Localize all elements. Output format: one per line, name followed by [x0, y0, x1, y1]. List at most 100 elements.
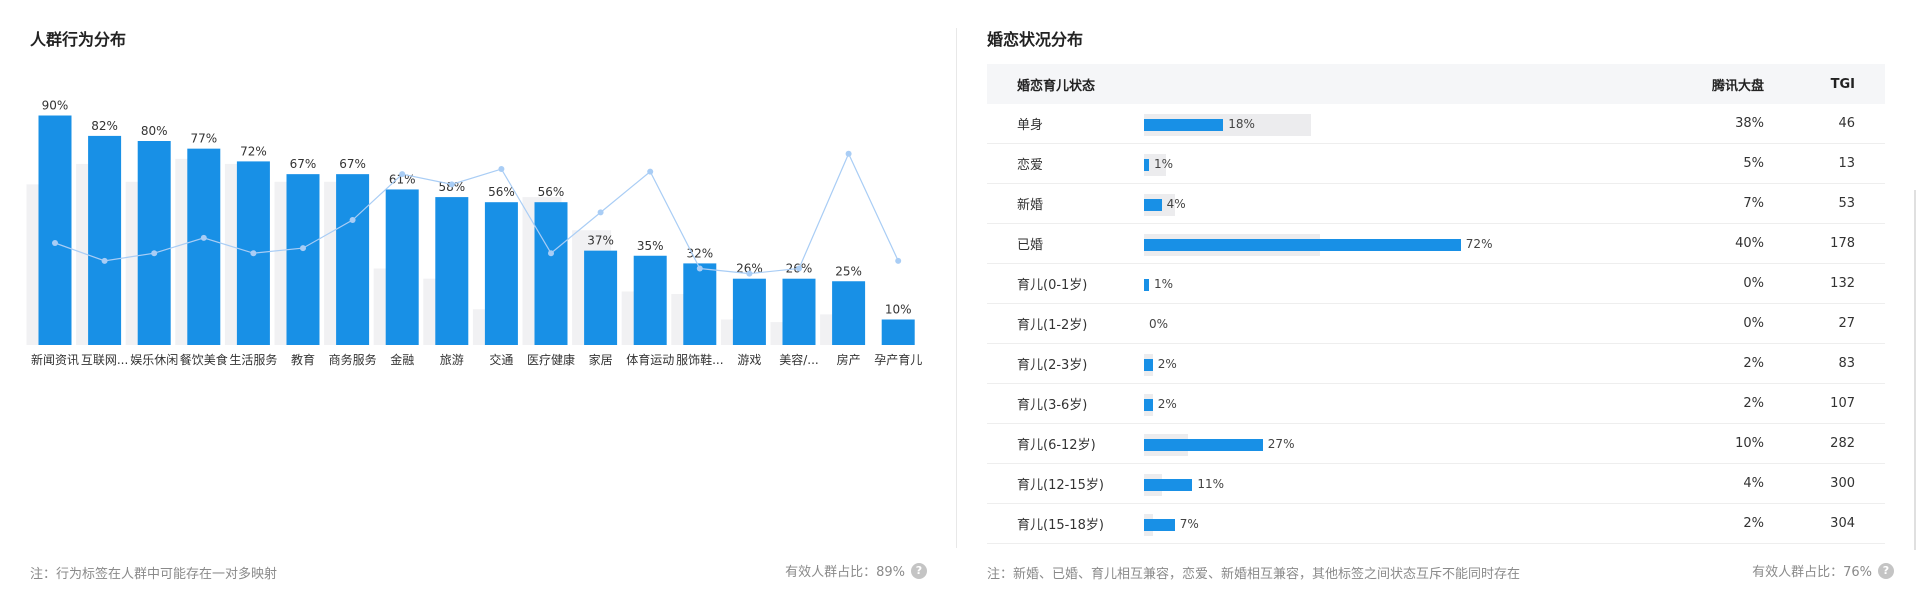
marriage-table: 婚恋育儿状态 腾讯大盘 TGI 单身 18% 38% 46 恋爱 1% 5% 13 新婚 4% 7%… [987, 64, 1885, 544]
bar-value-label: 37% [587, 234, 614, 248]
marriage-panel-title: 婚恋状况分布 [987, 26, 1083, 50]
line-point [796, 266, 802, 272]
table-row: 新婚 4% 7% 53 [987, 184, 1885, 224]
row-market: 2% [1614, 356, 1764, 371]
value-bar [1144, 479, 1192, 491]
row-bar: 1% [1144, 144, 1614, 184]
chart-bar [435, 197, 468, 345]
chart-bar [187, 149, 220, 345]
value-bar [1144, 119, 1223, 131]
marriage-valid-ratio: 有效人群占比：76% ? [1752, 561, 1894, 580]
x-tick-label: 互联网... [81, 353, 128, 367]
line-point [548, 250, 554, 256]
row-value: 1% [1154, 157, 1173, 171]
table-row: 恋爱 1% 5% 13 [987, 144, 1885, 184]
x-tick-label: 商务服务 [329, 352, 377, 367]
row-value: 72% [1466, 237, 1493, 251]
row-bar: 72% [1144, 224, 1614, 264]
chart-bar [485, 202, 518, 345]
row-value: 2% [1158, 357, 1177, 371]
row-tgi: 27 [1764, 316, 1885, 331]
row-bar: 7% [1144, 504, 1614, 544]
row-market: 10% [1614, 436, 1764, 451]
line-point [647, 169, 653, 175]
x-tick-label: 游戏 [737, 353, 761, 367]
line-point [250, 250, 256, 256]
row-value: 1% [1154, 277, 1173, 291]
behavior-bar-chart: 90% 新闻资讯 82% 互联网... 80% 娱乐休闲 77% 餐饮美食 72% 生活服务 67%… [0, 60, 955, 380]
chart-bar [783, 279, 816, 345]
row-value: 18% [1228, 117, 1255, 131]
value-bar [1144, 279, 1149, 291]
table-row: 育儿(12-15岁) 11% 4% 300 [987, 464, 1885, 504]
x-tick-label: 美容/... [779, 352, 819, 367]
chart-bar [634, 256, 667, 345]
row-market: 5% [1614, 156, 1764, 171]
x-tick-label: 教育 [291, 352, 315, 367]
line-point [746, 271, 752, 277]
x-tick-label: 旅游 [440, 353, 464, 367]
row-market: 0% [1614, 276, 1764, 291]
header-market: 腾讯大盘 [1614, 75, 1764, 94]
table-row: 育儿(6-12岁) 27% 10% 282 [987, 424, 1885, 464]
chart-bar [683, 263, 716, 345]
row-market: 4% [1614, 476, 1764, 491]
line-point [498, 166, 504, 172]
behavior-note: 注：行为标签在人群中可能存在一对多映射 [30, 563, 277, 582]
chart-bar [39, 116, 72, 346]
row-value: 2% [1158, 397, 1177, 411]
marriage-panel: 婚恋状况分布 婚恋育儿状态 腾讯大盘 TGI 单身 18% 38% 46 恋爱 1% 5% 1… [957, 0, 1916, 605]
row-tgi: 300 [1764, 476, 1885, 491]
row-label: 育儿(2-3岁) [987, 354, 1144, 373]
table-row: 育儿(2-3岁) 2% 2% 83 [987, 344, 1885, 384]
row-market: 7% [1614, 196, 1764, 211]
value-bar [1144, 399, 1153, 411]
row-label: 育儿(0-1岁) [987, 274, 1144, 293]
marriage-note: 注：新婚、已婚、育儿相互兼容，恋爱、新婚相互兼容，其他标签之间状态互斥不能同时存… [987, 563, 1520, 582]
row-value: 27% [1268, 437, 1295, 451]
table-body: 单身 18% 38% 46 恋爱 1% 5% 13 新婚 4% 7% 53 已婚 72% 40% 178 育儿(… [987, 104, 1885, 544]
line-point [449, 181, 455, 187]
table-row: 育儿(1-2岁) 0% 0% 27 [987, 304, 1885, 344]
row-label: 育儿(6-12岁) [987, 434, 1144, 453]
row-tgi: 53 [1764, 196, 1885, 211]
chart-bar [336, 174, 369, 345]
x-tick-label: 娱乐休闲 [130, 353, 178, 367]
marriage-valid-ratio-text: 有效人群占比：76% [1752, 561, 1872, 580]
table-row: 育儿(3-6岁) 2% 2% 107 [987, 384, 1885, 424]
bar-value-label: 56% [488, 185, 515, 199]
bar-value-label: 67% [290, 157, 317, 171]
line-point [151, 250, 157, 256]
behavior-panel-title: 人群行为分布 [30, 26, 126, 50]
line-point [399, 171, 405, 177]
chart-bar [733, 279, 766, 345]
behavior-valid-ratio-text: 有效人群占比：89% [785, 561, 905, 580]
question-circle-icon[interactable]: ? [1878, 563, 1894, 579]
x-tick-label: 金融 [390, 352, 414, 367]
row-bar: 2% [1144, 384, 1614, 424]
bar-value-label: 32% [686, 246, 713, 260]
row-bar: 11% [1144, 464, 1614, 504]
row-tgi: 178 [1764, 236, 1885, 251]
value-bar [1144, 359, 1153, 371]
chart-bar [832, 281, 865, 345]
value-bar [1144, 159, 1149, 171]
bar-value-label: 56% [538, 185, 565, 199]
row-tgi: 46 [1764, 116, 1885, 131]
line-point [697, 266, 703, 272]
x-tick-label: 体育运动 [626, 352, 674, 367]
row-bar: 18% [1144, 104, 1614, 144]
line-point [102, 258, 108, 264]
question-circle-icon[interactable]: ? [911, 563, 927, 579]
table-header: 婚恋育儿状态 腾讯大盘 TGI [987, 64, 1885, 104]
row-label: 恋爱 [987, 154, 1144, 173]
row-value: 7% [1180, 517, 1199, 531]
bar-value-label: 82% [91, 119, 118, 133]
x-tick-label: 服饰鞋... [676, 352, 723, 367]
row-label: 育儿(3-6岁) [987, 394, 1144, 413]
x-tick-label: 新闻资讯 [31, 352, 79, 367]
header-tgi: TGI [1764, 77, 1885, 92]
bar-value-label: 25% [835, 264, 862, 278]
row-label: 育儿(1-2岁) [987, 314, 1144, 333]
value-bar [1144, 439, 1263, 451]
